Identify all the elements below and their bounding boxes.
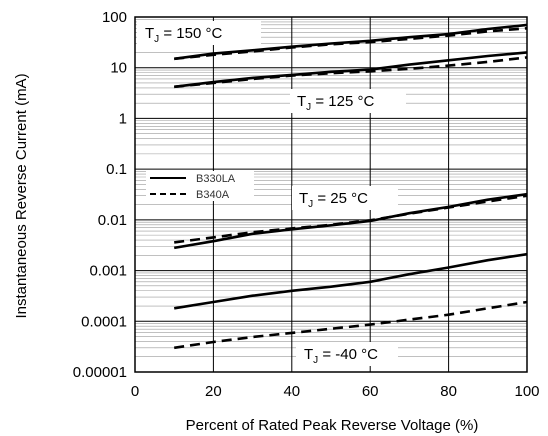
y-tick-label: 0.1 xyxy=(106,161,127,178)
x-tick-label: 100 xyxy=(514,383,539,400)
y-tick-label: 0.00001 xyxy=(73,364,127,381)
y-tick-label: 0.01 xyxy=(98,212,127,229)
y-tick-label: 0.0001 xyxy=(81,313,127,330)
y-tick-label: 10 xyxy=(110,60,127,77)
y-tick-label: 100 xyxy=(102,9,127,26)
legend-label: B330LA xyxy=(196,173,236,185)
x-tick-label: 0 xyxy=(131,383,139,400)
x-tick-label: 60 xyxy=(362,383,379,400)
legend: B330LA B340A xyxy=(146,171,254,201)
y-axis-title: Instantaneous Reverse Current (mA) xyxy=(13,73,30,318)
legend-label: B340A xyxy=(196,189,230,201)
x-tick-label: 80 xyxy=(440,383,457,400)
x-axis-title: Percent of Rated Peak Reverse Voltage (%… xyxy=(186,417,479,434)
x-tick-label: 20 xyxy=(205,383,222,400)
y-tick-label: 0.001 xyxy=(89,263,127,280)
x-tick-label: 40 xyxy=(283,383,300,400)
y-tick-label: 1 xyxy=(119,110,127,127)
